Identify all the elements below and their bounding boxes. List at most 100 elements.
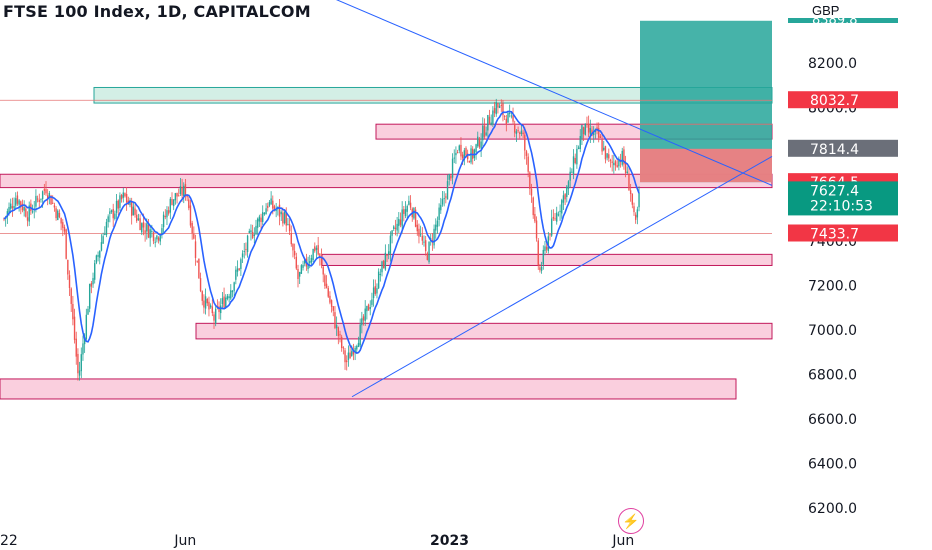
- y-tick-label: 6800.0: [808, 368, 857, 384]
- candle-body: [544, 246, 546, 252]
- candle-body: [88, 283, 91, 309]
- y-tick-label: 6400.0: [808, 457, 857, 473]
- candle-body: [124, 193, 126, 197]
- candle-body: [99, 250, 101, 258]
- candle-body: [567, 181, 570, 189]
- candle-body: [142, 222, 145, 228]
- chart-title: FTSE 100 Index, 1D, CAPITALCOM: [3, 2, 311, 21]
- candle-body: [297, 269, 299, 279]
- candle-body: [3, 218, 5, 220]
- candle-body: [409, 202, 412, 208]
- candle-body: [327, 288, 329, 297]
- candle-body: [413, 207, 415, 219]
- candle-body: [399, 219, 402, 225]
- candle-body: [87, 308, 89, 315]
- trend-line: [351, 156, 773, 398]
- candle-body: [461, 154, 464, 159]
- candle-body: [520, 130, 523, 134]
- candle-body: [109, 211, 111, 214]
- candle-body: [330, 300, 333, 307]
- candle-body: [465, 147, 467, 156]
- candle-body: [574, 157, 576, 164]
- candle-body: [527, 156, 529, 172]
- candle-body: [265, 208, 267, 215]
- candle-body: [246, 235, 249, 253]
- candle-body: [194, 241, 197, 258]
- top-price-tag: [788, 17, 898, 23]
- candle-body: [388, 251, 390, 255]
- lightning-icon[interactable]: ⚡: [618, 508, 644, 534]
- candle-body: [423, 241, 425, 243]
- candle-body: [130, 200, 133, 216]
- x-tick-label: 2023: [430, 533, 469, 549]
- candle-body: [498, 105, 501, 108]
- price-tag: [788, 139, 898, 157]
- candle-body: [441, 198, 444, 205]
- candle-body: [70, 288, 72, 304]
- candle-body: [598, 128, 600, 138]
- candle-body: [172, 199, 175, 207]
- candle-body: [604, 146, 607, 160]
- candle-body: [500, 104, 502, 106]
- candle-body: [278, 204, 281, 217]
- candle-body: [62, 222, 64, 228]
- candle-body: [132, 206, 135, 216]
- candle-body: [633, 206, 635, 213]
- candle-body: [564, 194, 566, 200]
- candle-body: [401, 209, 403, 227]
- candle-body: [599, 136, 602, 139]
- candle-body: [626, 171, 628, 174]
- candle-body: [534, 213, 536, 222]
- candle-body: [152, 232, 155, 242]
- candle-body: [164, 216, 166, 218]
- candle-body: [329, 295, 331, 303]
- candle-body: [609, 159, 612, 161]
- candle-body: [178, 195, 180, 197]
- moving-average-line: [3, 110, 640, 354]
- candle-body: [83, 337, 86, 345]
- candle-body: [117, 200, 119, 209]
- candle-body: [394, 227, 397, 230]
- candle-body: [220, 305, 222, 314]
- stop-zone: [640, 148, 772, 183]
- candle-body: [371, 299, 373, 305]
- candle-body: [199, 278, 202, 292]
- candle-body: [262, 212, 264, 222]
- candle-body: [235, 269, 237, 280]
- candle-body: [549, 234, 551, 236]
- candle-body: [315, 247, 318, 250]
- candle-body: [550, 218, 553, 236]
- candle-body: [618, 158, 620, 167]
- candle-body: [319, 253, 321, 258]
- candle-body: [188, 199, 190, 209]
- candle-body: [8, 206, 10, 214]
- candle-body: [613, 162, 615, 166]
- candle-body: [579, 136, 581, 150]
- candle-body: [545, 246, 548, 250]
- candle-body: [41, 191, 44, 200]
- candle-body: [542, 249, 544, 265]
- candle-body: [458, 145, 460, 151]
- candle-body: [268, 201, 271, 206]
- candle-body: [36, 198, 39, 200]
- y-tick-label: 7200.0: [808, 279, 857, 295]
- candle-body: [372, 287, 375, 299]
- candle-body: [477, 136, 479, 147]
- candle-body: [438, 207, 440, 220]
- y-tick-label: 6200.0: [808, 501, 857, 517]
- candle-body: [416, 224, 418, 232]
- candle-body: [557, 214, 560, 216]
- candle-body: [171, 199, 173, 205]
- candle-body: [95, 255, 98, 263]
- candle-body: [267, 205, 269, 208]
- candle-body: [104, 233, 106, 235]
- candle-body: [260, 217, 262, 223]
- candle-body: [273, 206, 276, 210]
- candle-body: [453, 157, 455, 159]
- candle-body: [468, 160, 471, 163]
- candle-body: [193, 233, 195, 239]
- candle-body: [206, 299, 208, 304]
- candle-body: [38, 199, 40, 203]
- candle-body: [46, 195, 49, 199]
